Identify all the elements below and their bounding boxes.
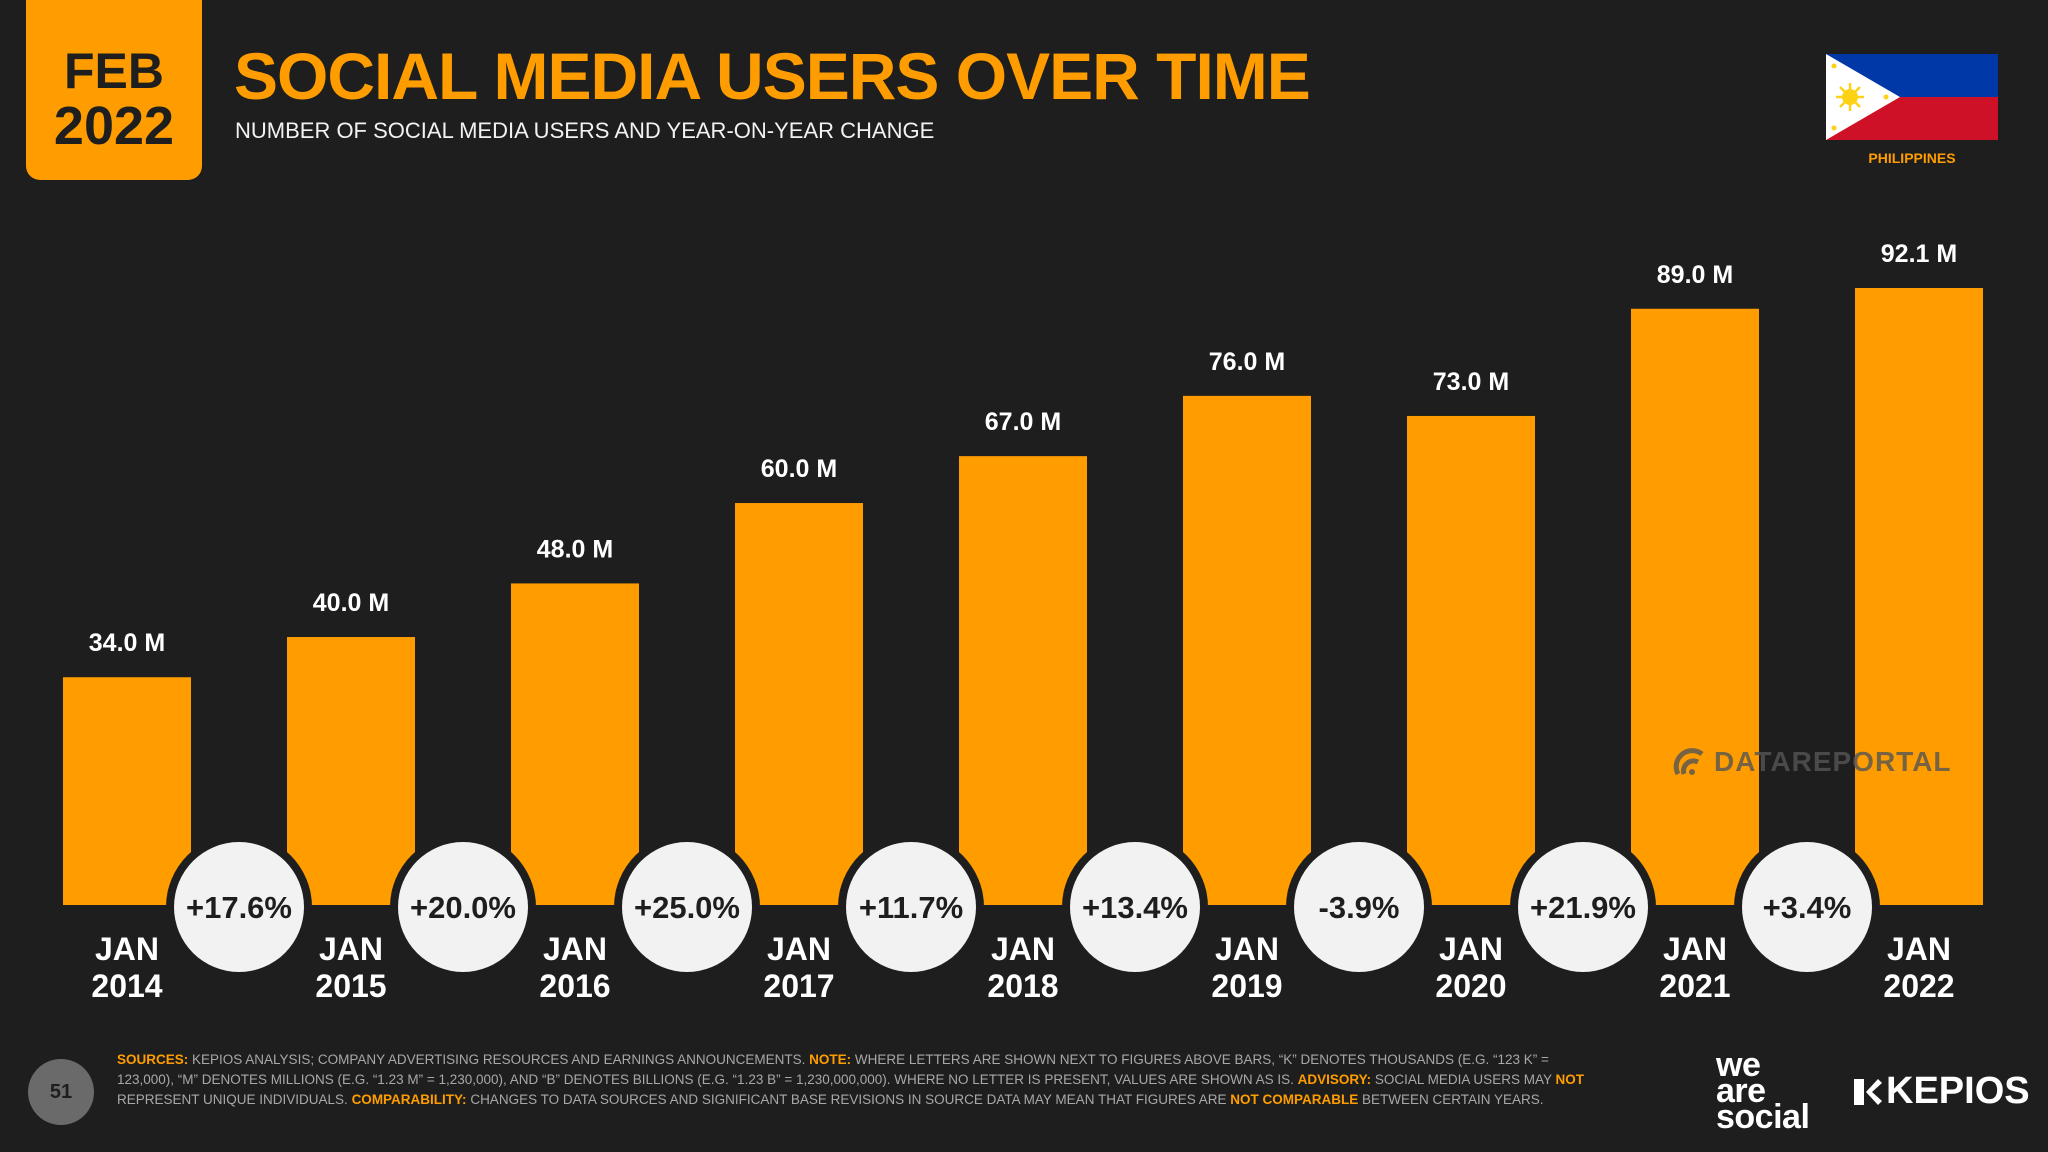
datareportal-logo-icon <box>1673 748 1704 776</box>
yoy-badge <box>398 842 528 972</box>
bar-value-label: 40.0 M <box>313 589 389 617</box>
advisory-text-b: REPRESENT UNIQUE INDIVIDUALS. <box>117 1092 352 1107</box>
bar-value-label: 89.0 M <box>1657 261 1733 289</box>
bar-value-label: 60.0 M <box>761 455 837 483</box>
bar <box>1631 308 1759 905</box>
bar-value-label: 76.0 M <box>1209 348 1285 376</box>
bar <box>959 456 1087 905</box>
footnote: SOURCES: KEPIOS ANALYSIS; COMPANY ADVERT… <box>117 1050 1597 1110</box>
x-tick-label: 2016 <box>539 968 610 1004</box>
yoy-change-label: +11.7% <box>859 890 963 925</box>
watermark-text: DATAREPORTAL <box>1714 746 1952 777</box>
page-title: SOCIAL MEDIA USERS OVER TIME <box>234 39 1311 113</box>
yoy-change-label: +3.4% <box>1763 890 1852 925</box>
yoy-change-label: -3.9% <box>1319 890 1400 925</box>
bar-value-label: 73.0 M <box>1433 368 1509 396</box>
kepios-mark-icon <box>1854 1078 1882 1105</box>
yoy-badge <box>846 842 976 972</box>
bar <box>1183 395 1311 905</box>
x-tick-label: JAN <box>1215 931 1279 967</box>
datareportal-watermark: DATAREPORTAL <box>1672 744 1952 780</box>
x-tick-label: 2020 <box>1435 968 1506 1004</box>
bar <box>1407 415 1535 905</box>
kepios-text: KEPIOS <box>1886 1070 2030 1112</box>
philippines-flag-icon <box>1826 54 1998 140</box>
yoy-badge <box>1518 842 1648 972</box>
x-tick-label: 2018 <box>987 968 1058 1004</box>
yoy-badge <box>1742 842 1872 972</box>
date-badge: FEB 2022 <box>26 0 202 180</box>
bar <box>511 583 639 905</box>
badge-year: 2022 <box>53 96 175 156</box>
page-subtitle: NUMBER OF SOCIAL MEDIA USERS AND YEAR-ON… <box>235 118 935 143</box>
sources-label: SOURCES: <box>117 1052 189 1067</box>
yoy-change-label: +17.6% <box>186 890 292 925</box>
x-tick-label: JAN <box>1439 931 1503 967</box>
advisory-not: NOT <box>1555 1072 1584 1087</box>
was-line-2: are <box>1716 1072 1766 1110</box>
comparability-label: COMPARABILITY: <box>351 1092 467 1107</box>
x-tick-label: 2022 <box>1883 968 1954 1004</box>
x-tick-label: 2019 <box>1211 968 1282 1004</box>
comparability-text: CHANGES TO DATA SOURCES AND SIGNIFICANT … <box>466 1092 1231 1107</box>
x-tick-label: JAN <box>543 931 607 967</box>
bar <box>287 637 415 905</box>
bar <box>63 677 191 905</box>
bar-value-label: 34.0 M <box>89 629 165 657</box>
bar-value-label: 67.0 M <box>985 408 1061 436</box>
we-are-social-logo: we are social <box>1716 1046 1810 1136</box>
x-tick-label: 2017 <box>763 968 834 1004</box>
x-tick-label: JAN <box>1663 931 1727 967</box>
advisory-text-a: SOCIAL MEDIA USERS MAY <box>1371 1072 1556 1087</box>
note-text: WHERE LETTERS ARE SHOWN NEXT TO FIGURES … <box>117 1052 1549 1087</box>
comparability-not: NOT COMPARABLE <box>1230 1092 1359 1107</box>
sources-text: KEPIOS ANALYSIS; COMPANY ADVERTISING RES… <box>188 1052 810 1067</box>
yoy-change-label: +13.4% <box>1082 890 1188 925</box>
x-tick-label: 2014 <box>91 968 162 1004</box>
note-label: NOTE: <box>809 1052 852 1067</box>
advisory-label: ADVISORY: <box>1297 1072 1372 1087</box>
yoy-badge <box>1294 842 1424 972</box>
badge-month: FEB <box>64 43 164 99</box>
bar-value-label: 92.1 M <box>1881 240 1957 268</box>
x-tick-label: 2015 <box>315 968 386 1004</box>
x-tick-label: 2021 <box>1659 968 1730 1004</box>
yoy-badge <box>174 842 304 972</box>
x-tick-label: JAN <box>1887 931 1951 967</box>
x-tick-label: JAN <box>767 931 831 967</box>
x-tick-label: JAN <box>95 931 159 967</box>
x-tick-label: JAN <box>319 931 383 967</box>
x-tick-label: JAN <box>991 931 1055 967</box>
bar-value-label: 48.0 M <box>537 535 613 563</box>
yoy-change-label: +25.0% <box>634 890 740 925</box>
page-number: 51 <box>28 1059 94 1125</box>
yoy-change-label: +21.9% <box>1530 890 1636 925</box>
yoy-change-label: +20.0% <box>410 890 516 925</box>
yoy-badge <box>1070 842 1200 972</box>
kepios-logo: KEPIOS <box>1852 1070 2030 1113</box>
was-line-1: we <box>1716 1046 1761 1084</box>
bar <box>735 503 863 905</box>
comparability-tail: BETWEEN CERTAIN YEARS. <box>1358 1092 1544 1107</box>
bar <box>1855 288 1983 905</box>
yoy-badge <box>622 842 752 972</box>
was-line-3: social <box>1716 1098 1810 1136</box>
country-label: PHILIPPINES <box>1868 150 1956 166</box>
